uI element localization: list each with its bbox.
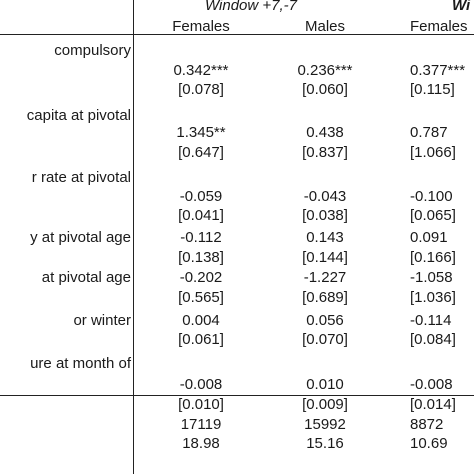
table-cell: 0.787 [410, 124, 448, 141]
table-cell: [1.066] [410, 144, 456, 161]
table-cell: [0.837] [302, 144, 348, 161]
table-cell: 0.236*** [297, 62, 353, 79]
table-cell: [0.041] [178, 207, 224, 224]
table-cell: [0.061] [178, 331, 224, 348]
table-cell: [0.010] [178, 396, 224, 413]
table-cell: -0.112 [180, 229, 222, 246]
table-cell: [0.009] [302, 396, 348, 413]
table-cell: 8872 [410, 416, 444, 433]
table-cell: 0.056 [306, 312, 344, 329]
table-cell: -1.227 [303, 269, 347, 286]
table-cell: [0.138] [178, 249, 224, 266]
stats-rule [0, 395, 474, 396]
table-cell: -0.008 [179, 376, 223, 393]
row-label: r rate at pivotal [31, 169, 131, 186]
table-cell: -0.114 [410, 312, 452, 329]
table-cell: [0.647] [178, 144, 224, 161]
table-cell: 17119 [180, 416, 222, 433]
table-cell: -1.058 [410, 269, 453, 286]
table-cell: -0.043 [303, 188, 347, 205]
col-header-females-2: Females [410, 18, 468, 35]
col-header-females-1: Females [172, 18, 230, 35]
row-label: y at pivotal age [30, 229, 131, 246]
column-divider [133, 0, 134, 474]
table-cell: [0.070] [302, 331, 348, 348]
table-cell: 0.010 [306, 376, 344, 393]
table-cell: -0.059 [179, 188, 223, 205]
table-cell: [0.144] [302, 249, 348, 266]
table-cell: -0.100 [410, 188, 453, 205]
table-cell: 15.16 [306, 435, 344, 452]
header-rule [0, 34, 474, 35]
table-cell: [0.014] [410, 396, 456, 413]
table-cell: 0.438 [306, 124, 344, 141]
table-cell: [0.689] [302, 289, 348, 306]
table-cell: 0.004 [182, 312, 220, 329]
table-cell: 0.342*** [173, 62, 229, 79]
table-cell: 18.98 [182, 435, 220, 452]
table-cell: [0.078] [178, 81, 224, 98]
window-header-cut: Wi [452, 0, 471, 14]
table-cell: [0.038] [302, 207, 348, 224]
table-cell: [0.060] [302, 81, 348, 98]
table-cell: 15992 [304, 416, 346, 433]
col-header-males: Males [304, 18, 345, 35]
table-cell: 0.377*** [410, 62, 466, 79]
table-cell: 10.69 [410, 435, 448, 452]
table-cell: [0.565] [178, 289, 224, 306]
row-label: or winter [73, 312, 131, 329]
table-cell: -0.008 [410, 376, 453, 393]
table-cell: [1.036] [410, 289, 456, 306]
table-cell: -0.202 [179, 269, 223, 286]
window-header: Window +7,-7 [205, 0, 297, 14]
table-cell: 0.143 [306, 229, 344, 246]
row-label: at pivotal age [41, 269, 131, 286]
table-cell: [0.115] [410, 81, 455, 98]
row-label: ure at month of [30, 355, 131, 372]
table-cell: [0.065] [410, 207, 456, 224]
table-cell: [0.166] [410, 249, 456, 266]
table-cell: 0.091 [410, 229, 448, 246]
row-label: capita at pivotal [26, 107, 131, 124]
row-label: compulsory [54, 42, 131, 59]
table-cell: [0.084] [410, 331, 456, 348]
table-cell: 1.345** [176, 124, 226, 141]
